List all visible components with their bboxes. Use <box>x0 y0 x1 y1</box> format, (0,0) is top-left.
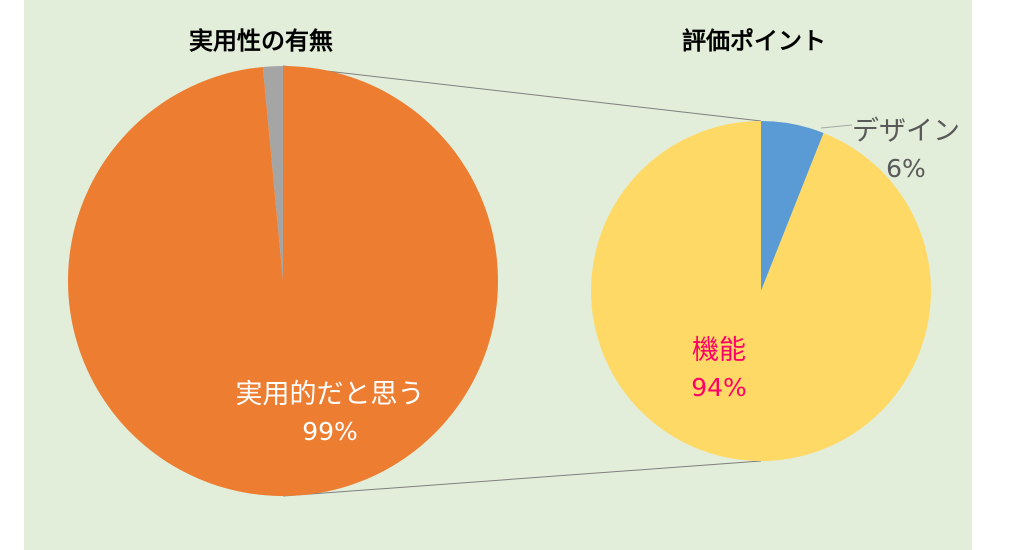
data-label-practical-pct: 99% <box>302 417 358 446</box>
data-label-function: 機能 <box>692 335 746 366</box>
data-label-design-pct: 6% <box>886 154 926 183</box>
slice-design <box>761 121 824 291</box>
chart-title-evaluation: 評価ポイント <box>682 27 826 55</box>
chart-canvas: 実用性の有無 評価ポイント 実用的だと思う 99% デザイン 6% 機能 94% <box>24 0 972 550</box>
data-label-function-pct: 94% <box>691 373 747 402</box>
design-leader-line <box>820 124 853 129</box>
connector-line-top <box>282 65 762 122</box>
slice-practical <box>68 66 499 496</box>
slice-other <box>262 66 283 281</box>
pie-utility <box>68 66 499 496</box>
pie-evaluation <box>591 121 932 462</box>
slice-function <box>591 121 932 462</box>
pie-of-pie-chart: 実用性の有無 評価ポイント 実用的だと思う 99% デザイン 6% 機能 94% <box>68 27 960 497</box>
chart-title-utility: 実用性の有無 <box>189 27 333 55</box>
connector-line-bottom <box>282 460 762 497</box>
data-label-design: デザイン <box>852 116 960 147</box>
data-label-practical: 実用的だと思う <box>236 379 425 410</box>
